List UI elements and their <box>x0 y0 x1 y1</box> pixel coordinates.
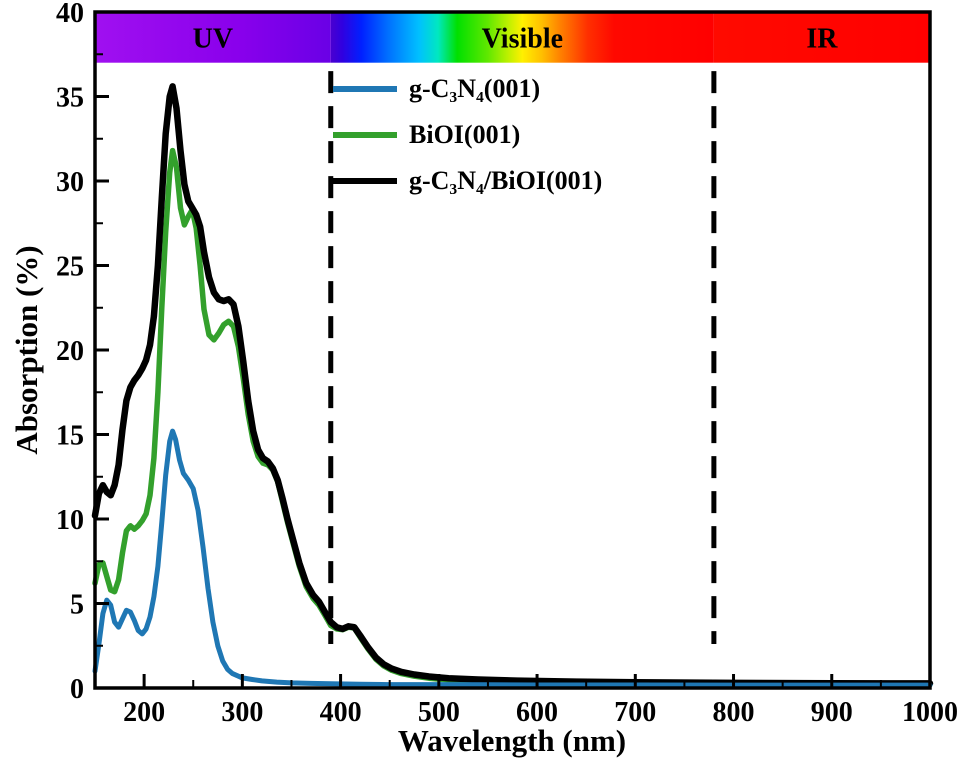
legend-label-gc3n4: g-C₃N₄(001) <box>409 74 541 103</box>
x-axis-title: Wavelength (nm) <box>397 723 627 758</box>
x-tick-label: 200 <box>123 697 165 728</box>
data-series <box>91 83 934 688</box>
band-label: Visible <box>482 23 563 54</box>
legend-label-bioi: BiOI(001) <box>409 120 521 149</box>
y-tick-label: 10 <box>56 505 84 536</box>
y-tick-label: 20 <box>56 336 84 367</box>
y-tick-label: 30 <box>56 167 84 198</box>
band-label: UV <box>193 23 233 54</box>
x-tick-label: 800 <box>713 697 755 728</box>
legend-swatch-gc3n4 <box>333 86 397 92</box>
legend-item-composite: g-C₃N₄/BiOI(001) <box>333 158 602 204</box>
spectral-boundary-lines <box>328 71 717 645</box>
y-axis-title: Absorption (%) <box>9 245 44 455</box>
x-tick-label: 500 <box>418 697 460 728</box>
x-tick-label: 300 <box>221 697 263 728</box>
band-label: IR <box>806 23 838 54</box>
axes: 200 300 400 500 600 700 800 900 1000 0 5 10 15 20 25 30… <box>56 0 958 728</box>
series-line-2 <box>91 83 934 687</box>
legend-swatch-composite <box>333 178 397 184</box>
chart-legend: g-C₃N₄(001) BiOI(001) g-C₃N₄/BiOI(001) <box>333 66 602 204</box>
x-tick-label: 900 <box>811 697 853 728</box>
y-tick-label: 15 <box>56 421 84 452</box>
spectrum-bands: UV Visible IR <box>95 12 930 63</box>
series-line-1 <box>92 147 933 688</box>
y-tick-label: 5 <box>70 590 84 621</box>
spectrum-band <box>713 12 930 63</box>
legend-item-bioi: BiOI(001) <box>333 112 602 158</box>
x-tick-label: 1000 <box>902 697 958 728</box>
y-tick-label: 40 <box>56 0 84 29</box>
y-tick-label: 0 <box>70 674 84 705</box>
y-tick-label: 25 <box>56 252 84 283</box>
spectrum-band <box>95 12 331 63</box>
y-tick-label: 35 <box>56 83 84 114</box>
x-tick-label: 400 <box>320 697 362 728</box>
x-tick-label: 600 <box>516 697 558 728</box>
legend-swatch-bioi <box>333 132 397 138</box>
legend-label-composite: g-C₃N₄/BiOI(001) <box>409 166 603 195</box>
x-tick-label: 700 <box>614 697 656 728</box>
spectrum-band <box>330 12 714 63</box>
series-line-0 <box>92 428 933 688</box>
legend-item-gc3n4: g-C₃N₄(001) <box>333 66 602 112</box>
